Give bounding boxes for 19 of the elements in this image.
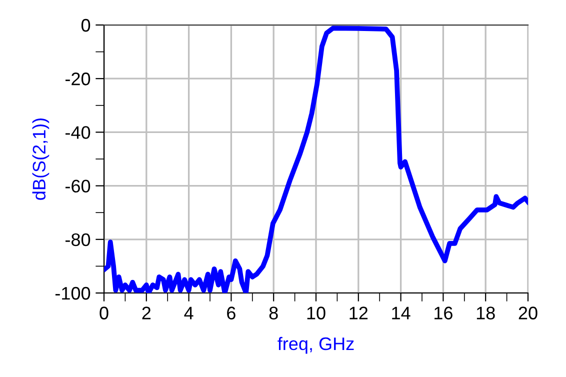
x-tick-label: 0 — [100, 306, 108, 320]
x-tick-label: 2 — [142, 306, 151, 320]
x-tick-label: 18 — [476, 306, 495, 320]
x-tick-label: 8 — [269, 306, 278, 320]
x-tick-label: 6 — [227, 306, 236, 320]
x-tick-label: 4 — [184, 306, 194, 320]
y-tick-label: -60 — [66, 180, 90, 193]
y-tick-label: -100 — [55, 286, 90, 300]
y-tick-label: -40 — [66, 126, 90, 139]
x-tick-label: 12 — [350, 306, 368, 320]
x-axis-title: freq, GHz — [278, 336, 354, 354]
x-tick-label: 20 — [518, 306, 538, 320]
y-axis-title: dB(S(2,1)) — [32, 118, 50, 200]
x-tick-label: 14 — [392, 306, 410, 320]
x-tick-label: 16 — [434, 306, 452, 320]
y-tick-label: -20 — [66, 72, 90, 86]
x-tick-label: 10 — [307, 306, 326, 320]
y-tick-label: 0 — [81, 18, 90, 32]
y-tick-label: -80 — [66, 233, 90, 246]
